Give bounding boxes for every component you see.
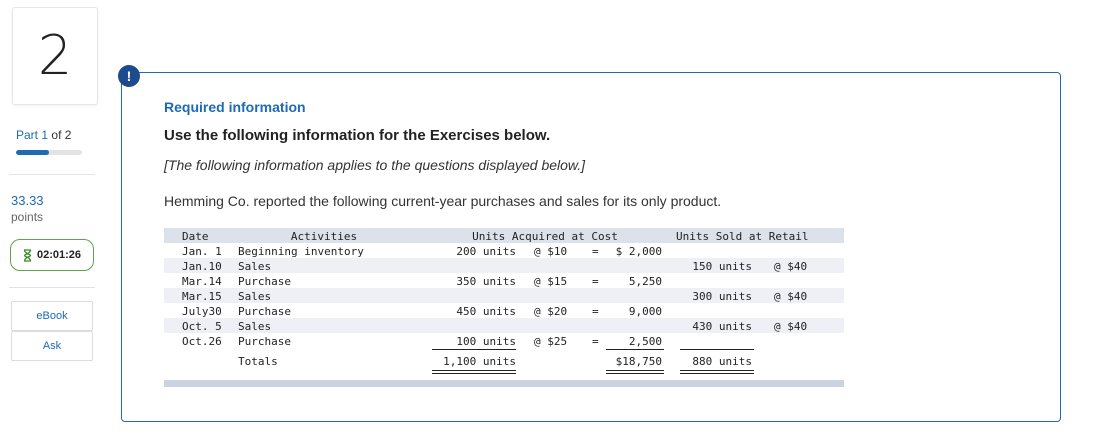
row-acq-units: 100 units — [456, 335, 516, 348]
row-date: Oct.26 — [182, 335, 222, 348]
inventory-table: Date Activities Units Acquired at Cost U… — [164, 228, 844, 388]
sidebar-divider — [9, 287, 95, 288]
row-acq-cost: 5,250 — [628, 275, 662, 288]
underline — [432, 349, 516, 350]
double-underline — [606, 373, 664, 374]
part-indicator: Part 1 of 2 — [16, 128, 71, 142]
row-activity: Purchase — [238, 305, 291, 318]
row-sold-rate: @ $40 — [774, 290, 808, 303]
row-sold-rate: @ $40 — [774, 320, 808, 333]
row-acq-units: 350 units — [456, 275, 516, 288]
totals-label: Totals — [238, 355, 278, 368]
header-date: Date — [182, 230, 209, 243]
header-units-acquired: Units Acquired at Cost — [472, 230, 618, 243]
part-label: Part — [16, 128, 39, 142]
double-underline — [432, 370, 516, 371]
points-value: 33.33 — [11, 193, 44, 208]
header-activities: Activities — [290, 230, 358, 243]
row-acq-equals: = — [592, 245, 599, 258]
double-underline — [432, 373, 516, 374]
underline — [606, 349, 664, 350]
row-date: Jan.10 — [182, 260, 222, 273]
row-acq-equals: = — [592, 305, 599, 318]
row-sold-units: 430 units — [692, 320, 752, 333]
row-activity: Sales — [238, 290, 272, 303]
ebook-button[interactable]: eBook — [11, 301, 93, 331]
row-sold-units: 300 units — [692, 290, 752, 303]
double-underline — [606, 370, 664, 371]
part-of: of 2 — [51, 128, 72, 142]
table-stripe — [164, 258, 844, 273]
row-activity: Purchase — [238, 335, 291, 348]
instructions-heading: Use the following information for the Ex… — [164, 127, 551, 144]
row-date: Jan. 1 — [182, 245, 222, 258]
row-date: July30 — [182, 305, 222, 318]
totals-acq-units: 1,100 units — [443, 355, 516, 368]
report-text: Hemming Co. reported the following curre… — [164, 193, 722, 209]
row-acq-rate: @ $25 — [534, 335, 568, 348]
part-progress-fill — [16, 150, 49, 155]
totals-sold-units: 880 units — [692, 355, 752, 368]
points-label: points — [11, 210, 44, 224]
row-sold-units: 150 units — [692, 260, 752, 273]
alert-icon: ! — [118, 65, 140, 87]
timer[interactable]: 02:01:26 — [10, 239, 94, 271]
ask-button[interactable]: Ask — [11, 331, 93, 361]
row-acq-cost: 2,500 — [628, 335, 662, 348]
row-acq-equals: = — [592, 275, 599, 288]
row-acq-rate: @ $10 — [534, 245, 568, 258]
part-current: 1 — [41, 128, 49, 142]
row-activity: Sales — [238, 260, 272, 273]
timer-value: 02:01:26 — [36, 249, 82, 261]
row-activity: Sales — [238, 320, 272, 333]
row-acq-cost: 9,000 — [628, 305, 662, 318]
row-acq-rate: @ $20 — [534, 305, 568, 318]
hourglass-icon — [23, 248, 32, 262]
part-progress-bar — [16, 150, 82, 155]
table-stripe — [164, 288, 844, 303]
row-acq-units: 200 units — [456, 245, 516, 258]
row-date: Oct. 5 — [182, 320, 222, 333]
question-number-card: 2 — [12, 7, 98, 105]
row-sold-rate: @ $40 — [774, 260, 808, 273]
double-underline — [680, 370, 754, 371]
row-acq-cost: $ 2,000 — [615, 245, 662, 258]
totals-acq-cost: $18,750 — [615, 355, 662, 368]
sidebar-divider — [9, 174, 95, 175]
double-underline — [680, 373, 754, 374]
applies-note: [The following information applies to th… — [164, 157, 586, 173]
table-header-bg — [164, 228, 844, 243]
row-date: Mar.14 — [182, 275, 222, 288]
required-information-box — [121, 72, 1061, 422]
row-date: Mar.15 — [182, 290, 222, 303]
row-acq-rate: @ $15 — [534, 275, 568, 288]
row-activity: Beginning inventory — [238, 245, 364, 258]
row-acq-equals: = — [592, 335, 599, 348]
row-activity: Purchase — [238, 275, 291, 288]
required-information-title: Required information — [164, 99, 306, 115]
underline — [680, 349, 754, 350]
table-footer-bar — [164, 380, 844, 387]
row-acq-units: 450 units — [456, 305, 516, 318]
table-stripe — [164, 318, 844, 333]
question-number: 2 — [37, 24, 73, 87]
header-units-sold: Units Sold at Retail — [676, 230, 809, 243]
